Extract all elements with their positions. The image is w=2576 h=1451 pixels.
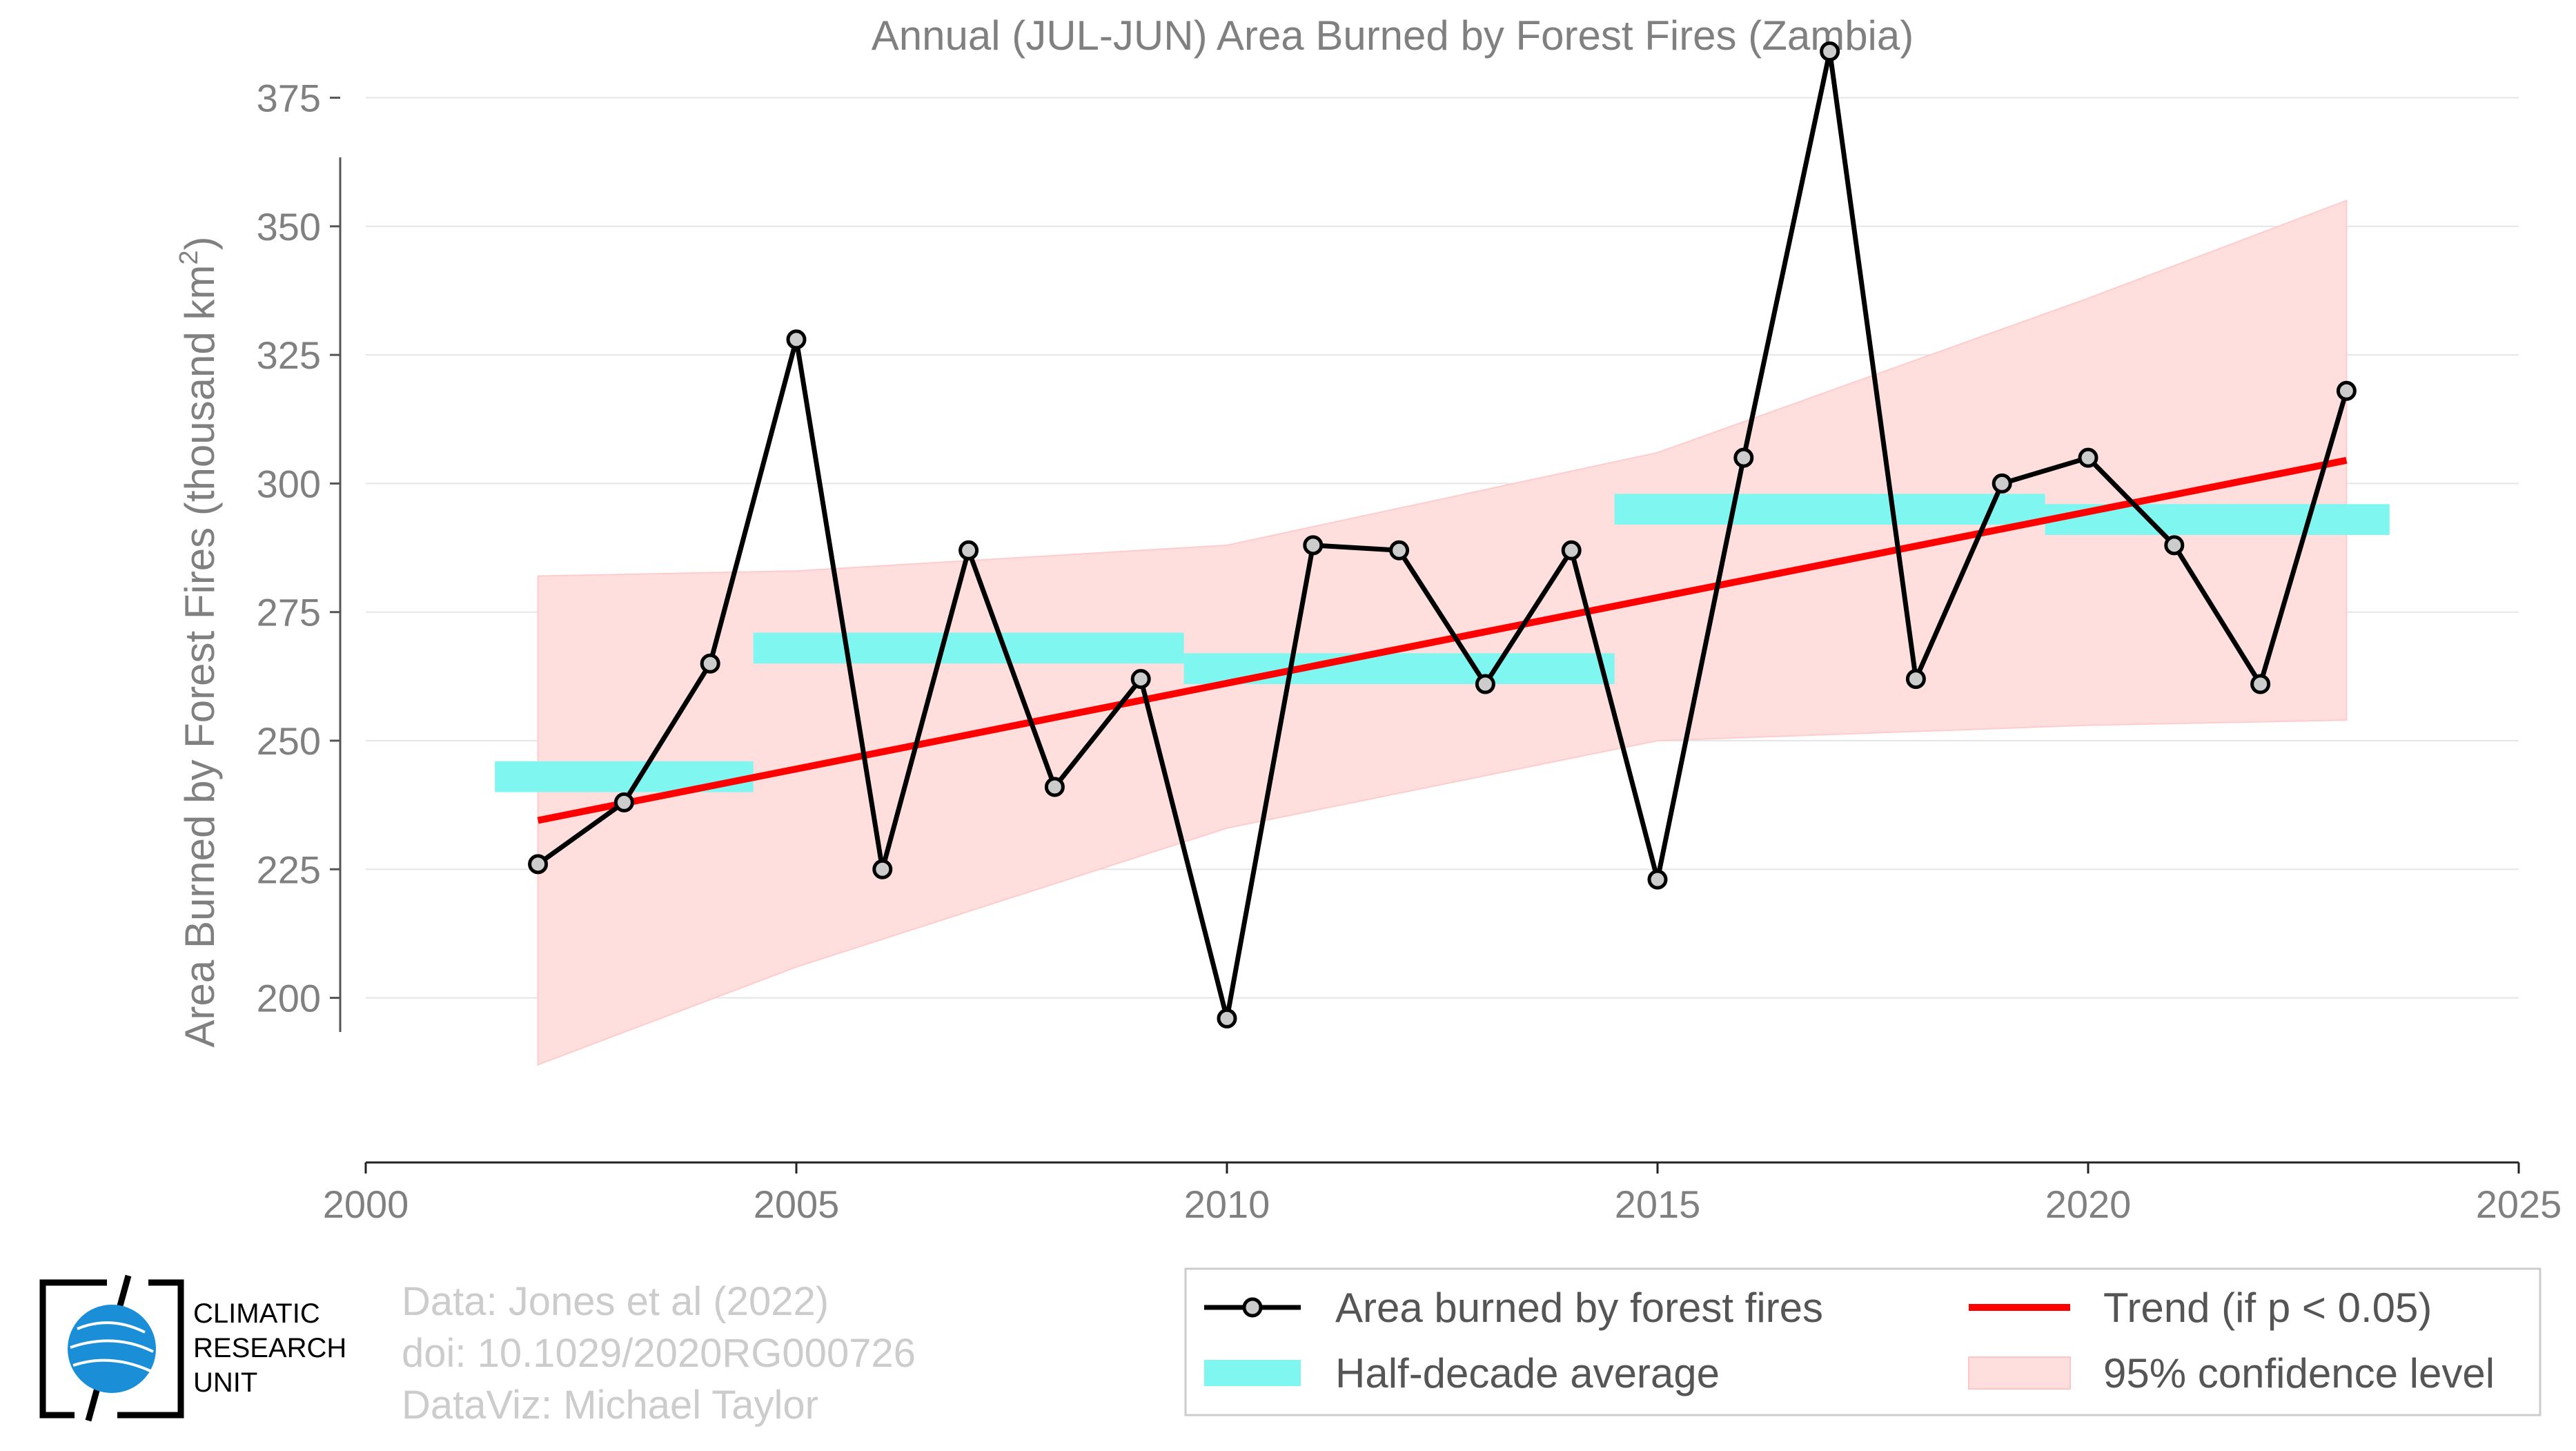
legend-swatch-average xyxy=(1204,1360,1301,1386)
legend-label-trend: Trend (if p < 0.05) xyxy=(2103,1285,2432,1331)
data-point-2002 xyxy=(528,854,549,875)
y-tick-label-250: 250 xyxy=(257,719,321,763)
data-point-2015 xyxy=(1647,869,1668,890)
data-point-2007 xyxy=(958,540,979,561)
y-tick-label-375: 375 xyxy=(257,77,321,120)
data-point-2004 xyxy=(700,653,720,674)
data-point-2011 xyxy=(1303,535,1324,556)
cru-logo: CLIMATIC RESEARCH UNIT xyxy=(39,1274,346,1422)
confidence-band xyxy=(537,199,2348,1066)
legend-box xyxy=(1184,1267,2541,1416)
legend: Area burned by forest fires Half-decade … xyxy=(1184,1267,2541,1416)
logo-line-2: RESEARCH xyxy=(193,1333,346,1363)
legend-label-series: Area burned by forest fires xyxy=(1335,1285,1823,1331)
x-axis-ticks: 2000 2005 2010 2015 2020 2025 xyxy=(323,1162,2562,1226)
y-axis-label: Area Burned by Forest Fires (thousand km… xyxy=(175,237,223,1048)
credit-doi: doi: 10.1029/2020RG000726 xyxy=(402,1331,916,1376)
credit-data-source: Data: Jones et al (2022) xyxy=(402,1279,829,1324)
y-axis-ticks: 200 225 250 275 300 325 350 375 xyxy=(257,77,340,1020)
confidence-band-layer xyxy=(537,199,2348,1066)
x-tick-label-2025: 2025 xyxy=(2476,1182,2562,1226)
y-tick-label-200: 200 xyxy=(257,977,321,1020)
half-decade-average-layer xyxy=(495,494,2390,792)
x-tick-label-2015: 2015 xyxy=(1615,1182,1701,1226)
legend-swatch-confidence xyxy=(1968,1356,2071,1390)
y-axis-label-text: Area Burned by Forest Fires (thousand km xyxy=(177,265,223,1048)
globe-icon xyxy=(68,1305,156,1393)
data-point-2010 xyxy=(1217,1008,1237,1029)
data-point-2012 xyxy=(1389,540,1410,561)
x-tick-label-2000: 2000 xyxy=(323,1182,409,1226)
data-point-2003 xyxy=(613,792,634,812)
trend-line xyxy=(537,456,2348,824)
y-tick-label-325: 325 xyxy=(257,333,321,377)
data-point-2005 xyxy=(786,329,807,350)
legend-label-confidence: 95% confidence level xyxy=(2103,1350,2495,1396)
data-point-2017 xyxy=(1820,41,1840,62)
x-tick-label-2020: 2020 xyxy=(2045,1182,2132,1226)
logo-bracket-right xyxy=(117,1279,184,1419)
chart-title: Annual (JUL-JUN) Area Burned by Forest F… xyxy=(872,12,1914,59)
globe-wave-2 xyxy=(70,1339,154,1353)
x-tick-label-2010: 2010 xyxy=(1184,1182,1270,1226)
y-tick-label-300: 300 xyxy=(257,462,321,505)
x-tick-label-2005: 2005 xyxy=(754,1182,840,1226)
y-tick-label-225: 225 xyxy=(257,848,321,891)
globe-wave-3 xyxy=(72,1359,151,1372)
data-point-2019 xyxy=(1992,473,2012,494)
data-point-2023 xyxy=(2336,380,2357,401)
data-point-2009 xyxy=(1130,669,1151,690)
globe-wave-1 xyxy=(77,1321,146,1334)
data-point-2014 xyxy=(1561,540,1582,561)
data-point-2018 xyxy=(1905,669,1926,690)
trend-layer xyxy=(537,456,2348,824)
y-tick-label-350: 350 xyxy=(257,205,321,249)
data-point-2006 xyxy=(872,859,893,879)
y-tick-label-275: 275 xyxy=(257,591,321,634)
series-layer xyxy=(528,41,2357,1029)
data-point-2022 xyxy=(2250,674,2271,694)
logo-line-3: UNIT xyxy=(193,1367,257,1398)
logo-bracket-left xyxy=(39,1279,107,1419)
y-axis-label-close: ) xyxy=(177,237,223,251)
y-axis-label-superscript: 2 xyxy=(175,251,204,265)
half-decade-bar-4 xyxy=(1614,494,2045,525)
data-point-2008 xyxy=(1044,777,1065,797)
data-point-2021 xyxy=(2164,535,2185,556)
legend-swatch-series-marker xyxy=(1242,1297,1263,1318)
data-point-2016 xyxy=(1733,447,1754,468)
logo-line-1: CLIMATIC xyxy=(193,1298,320,1329)
data-point-2013 xyxy=(1475,674,1495,694)
legend-label-average: Half-decade average xyxy=(1335,1350,1720,1396)
credit-dataviz: DataViz: Michael Taylor xyxy=(402,1383,818,1428)
data-point-2020 xyxy=(2078,447,2098,468)
series-line-0 xyxy=(536,49,2349,1021)
half-decade-bar-2 xyxy=(753,632,1184,664)
